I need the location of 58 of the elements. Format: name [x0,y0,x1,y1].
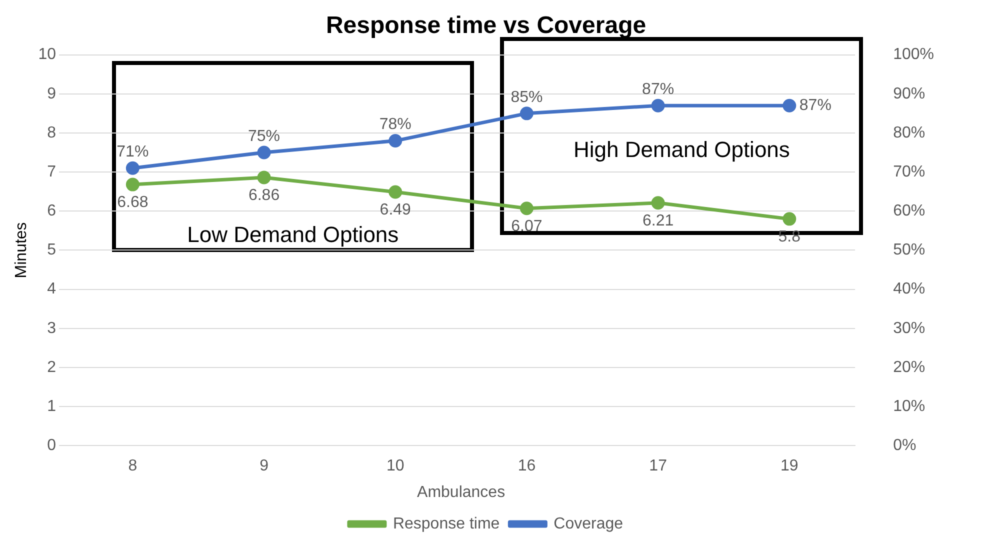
y2-tick-label: 90% [893,85,926,102]
y-tick-label: 2 [47,358,56,376]
y-tick-label: 8 [47,124,56,142]
chart-title: Response time vs Coverage [326,12,646,40]
legend-label: Coverage [554,515,624,532]
point [257,146,271,160]
point [520,106,534,120]
y-tick-label: 0 [47,437,56,454]
x-tick-label: 10 [386,458,404,475]
point [388,134,402,148]
data-label: 71% [116,144,149,161]
y2-tick-label: 20% [893,358,926,376]
data-label: 6.49 [380,201,412,218]
y2-tick-label: 80% [893,124,926,142]
point [520,202,534,216]
y2-tick-label: 50% [893,242,926,259]
point [651,98,665,112]
x-tick-label: 16 [518,458,536,475]
data-label: 87% [799,97,832,114]
y-tick-label: 4 [47,280,56,298]
point [257,170,271,184]
y-tick-label: 6 [47,202,56,220]
x-tick-label: 8 [128,458,138,475]
x-tick-label: 9 [260,458,269,475]
y2-tick-label: 100% [893,46,934,64]
y-tick-label: 10 [38,46,56,64]
point [388,185,402,199]
data-label: 75% [248,128,280,145]
legend-label: Response time [392,515,500,532]
y2-tick-label: 40% [893,280,926,298]
data-label: 6.21 [642,212,674,230]
y-tick-label: 3 [47,320,56,337]
y-tick-label: 9 [47,85,56,102]
annotation: High Demand Options [573,136,790,162]
point [782,212,796,226]
y-tick-label: 1 [47,398,56,415]
data-label: 6.86 [248,186,280,204]
x-tick-label: 17 [649,458,668,475]
y-tick-label: 5 [47,242,56,259]
x-axis-title: Ambulances [417,484,506,501]
data-label: 78% [379,116,412,134]
y2-tick-label: 70% [893,163,926,180]
y2-tick-label: 10% [893,398,926,415]
y2-tick-label: 30% [893,320,926,337]
annotation: Low Demand Options [187,222,399,248]
data-label: 87% [642,81,674,98]
y-tick-label: 7 [47,163,56,180]
data-label: 85% [510,88,543,106]
point [126,178,140,192]
point [651,196,665,210]
point [126,161,140,175]
data-label: 6.07 [511,218,542,235]
y-axis-title: Minutes [13,222,30,278]
data-label: 6.68 [117,194,148,211]
y2-tick-label: 0% [893,437,916,454]
point [782,98,796,112]
y2-tick-label: 60% [893,202,926,220]
x-tick-label: 19 [780,458,798,475]
